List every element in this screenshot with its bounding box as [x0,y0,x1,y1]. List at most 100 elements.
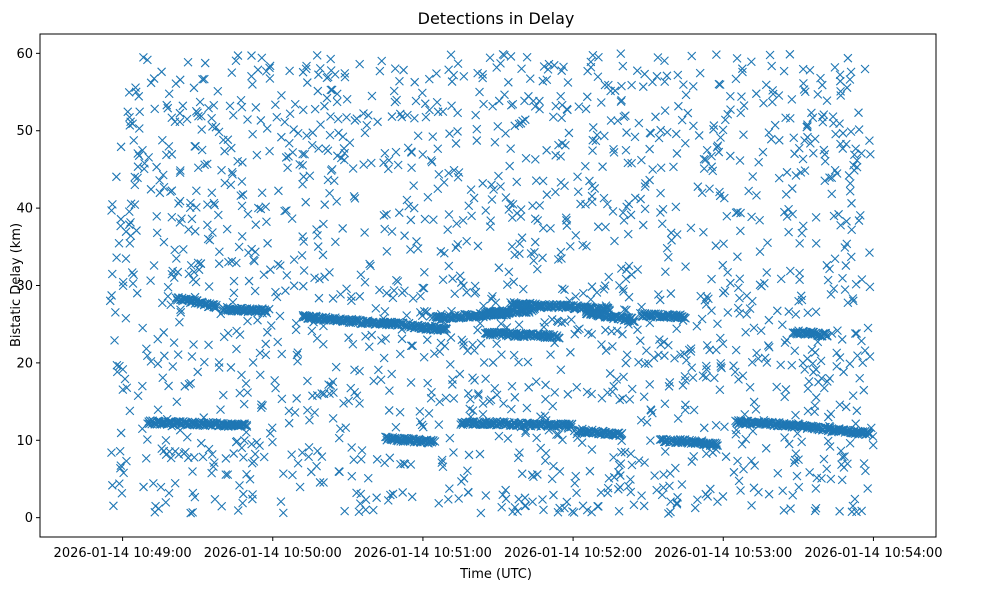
data-point [752,348,762,358]
data-point [326,85,336,95]
data-point [166,453,176,463]
data-point [542,145,552,155]
data-point [228,169,237,179]
data-point [634,118,644,128]
data-point [758,147,768,157]
data-point [863,484,873,493]
data-point [315,478,325,487]
data-point [340,506,350,516]
data-point [406,215,416,225]
data-point [363,473,373,483]
data-point [146,276,155,286]
data-point [410,77,420,87]
data-point [251,220,261,230]
data-point [530,102,540,111]
data-point [662,243,672,253]
data-point [485,53,495,63]
data-point [488,291,497,301]
data-point [588,50,598,60]
data-point [601,222,610,232]
data-point [627,384,637,394]
data-point [503,434,513,443]
data-point [438,275,448,285]
data-point [645,144,655,154]
data-point [657,219,667,229]
data-point [265,146,274,156]
data-point [428,215,438,225]
data-point [622,202,632,212]
data-point [789,458,799,468]
data-point [811,238,821,248]
y-tick-label: 40 [16,202,33,217]
data-point [261,339,271,349]
data-point [360,277,370,287]
x-tick-label: 2026-01-14 10:52:00 [504,546,642,561]
data-point [424,409,434,418]
data-point [509,277,519,287]
data-point [518,284,528,294]
data-point [481,491,491,500]
data-point [433,144,443,154]
data-point [614,467,623,477]
data-point [313,242,323,251]
data-point [541,448,551,458]
data-point [384,155,394,165]
data-point [655,295,665,305]
data-point [356,454,366,464]
data-point [434,498,444,508]
data-point [603,80,613,90]
data-point [444,484,454,494]
data-point [626,487,636,497]
data-point [203,220,212,230]
data-point [261,202,271,212]
data-point [257,53,267,63]
data-point [539,62,549,71]
data-point [352,391,362,401]
data-point [379,158,388,168]
data-point [834,209,843,219]
data-point [175,108,185,118]
data-point [397,334,407,344]
data-point [515,239,525,249]
data-point [538,253,547,263]
data-point [194,111,203,121]
data-point [788,209,797,219]
data-point [198,452,208,462]
data-point [620,111,630,121]
data-point [190,226,200,236]
data-point [354,507,364,517]
data-point [258,401,268,410]
data-point [660,106,670,115]
data-point [696,291,706,301]
data-point [599,193,609,203]
data-point [198,74,207,84]
data-point [571,471,581,481]
data-point [494,263,504,273]
data-point [713,441,722,450]
data-point [538,176,548,186]
data-point [572,382,582,392]
data-point [780,433,789,442]
data-point [288,147,298,157]
data-point [182,114,192,124]
data-point [248,129,258,139]
data-point [355,366,364,376]
data-point [433,107,443,117]
data-point [138,323,148,333]
data-point [627,460,637,470]
data-point [600,80,610,90]
data-point [266,321,276,330]
data-point [383,496,393,505]
data-point [861,466,870,476]
data-point [493,121,503,131]
data-point [716,359,726,368]
data-point [298,281,308,291]
data-point [300,149,310,159]
data-point [504,205,514,214]
data-point [404,201,414,211]
data-point [221,470,231,480]
data-point [186,260,196,270]
data-point [627,80,637,90]
data-point [389,86,399,96]
data-point [413,244,423,253]
